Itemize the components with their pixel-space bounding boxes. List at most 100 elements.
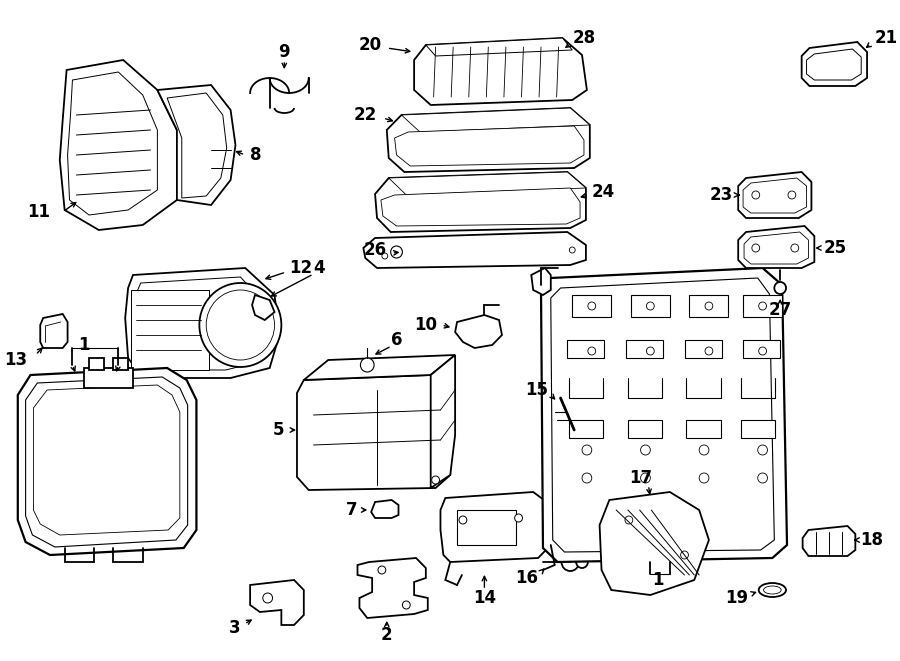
Text: 23: 23 [710,186,734,204]
Text: 1: 1 [78,336,90,354]
Polygon shape [59,60,177,230]
Polygon shape [297,375,450,490]
Circle shape [705,302,713,310]
Circle shape [758,445,768,455]
Circle shape [459,516,467,524]
Polygon shape [389,172,586,195]
Polygon shape [802,42,867,86]
Circle shape [646,347,654,355]
Circle shape [699,473,709,483]
Text: 12: 12 [289,259,312,277]
Polygon shape [426,38,572,56]
Bar [570,420,604,438]
Polygon shape [158,85,236,205]
Text: 14: 14 [472,589,496,607]
Polygon shape [250,580,304,625]
Polygon shape [738,226,815,268]
Bar [689,295,728,317]
Circle shape [263,593,273,603]
Bar [113,358,128,370]
Polygon shape [541,268,787,562]
Polygon shape [394,126,584,166]
Polygon shape [743,178,806,213]
Polygon shape [18,368,196,555]
Polygon shape [431,355,455,488]
Text: 3: 3 [229,619,240,637]
Bar [685,340,722,358]
Polygon shape [25,377,187,547]
Polygon shape [357,558,428,618]
Text: 2: 2 [381,626,392,644]
Circle shape [432,476,439,484]
Polygon shape [387,108,590,172]
Circle shape [576,556,588,568]
Text: 20: 20 [359,36,382,54]
Text: 7: 7 [346,501,357,519]
Circle shape [774,282,786,294]
Bar [89,358,104,370]
Circle shape [200,283,282,367]
Circle shape [588,347,596,355]
Polygon shape [167,93,227,198]
Circle shape [391,246,402,258]
Polygon shape [401,108,590,132]
Text: 27: 27 [769,301,792,319]
Polygon shape [33,385,180,535]
Circle shape [382,253,388,259]
Circle shape [570,247,575,253]
Circle shape [759,347,767,355]
Text: 28: 28 [572,29,596,47]
Polygon shape [304,355,455,380]
Text: 22: 22 [354,106,377,124]
Text: 17: 17 [629,469,652,487]
Circle shape [582,473,592,483]
Circle shape [582,445,592,455]
Circle shape [625,516,633,524]
Text: 9: 9 [278,43,290,61]
Polygon shape [133,277,266,370]
Text: 26: 26 [364,241,387,259]
Polygon shape [440,492,551,562]
Circle shape [378,566,386,574]
Bar [743,340,780,358]
Polygon shape [455,315,502,348]
Text: 18: 18 [860,531,883,549]
Bar [457,510,516,545]
Text: 10: 10 [415,316,437,334]
Ellipse shape [763,586,781,594]
Polygon shape [551,278,774,552]
Text: 16: 16 [515,569,538,587]
Circle shape [641,473,651,483]
Bar [567,340,605,358]
Ellipse shape [759,583,786,597]
Text: 21: 21 [875,29,898,47]
Circle shape [206,290,274,360]
Text: 25: 25 [824,239,847,257]
Text: 4: 4 [313,259,325,277]
Circle shape [752,191,760,199]
Polygon shape [68,72,158,215]
Bar [626,340,663,358]
Circle shape [788,191,796,199]
Bar [743,295,782,317]
Polygon shape [803,526,855,556]
Circle shape [752,244,760,252]
Text: 11: 11 [27,203,50,221]
Circle shape [791,244,798,252]
Circle shape [402,601,410,609]
Text: 24: 24 [592,183,615,201]
Circle shape [646,302,654,310]
Polygon shape [364,232,586,268]
Bar [131,290,209,370]
Polygon shape [599,492,709,595]
Polygon shape [744,232,808,264]
Bar [741,420,775,438]
Polygon shape [375,172,586,232]
Polygon shape [125,268,279,378]
Circle shape [680,551,688,559]
Circle shape [759,302,767,310]
Bar [628,420,662,438]
Polygon shape [40,314,68,348]
Text: 15: 15 [525,381,548,399]
Polygon shape [371,500,399,518]
